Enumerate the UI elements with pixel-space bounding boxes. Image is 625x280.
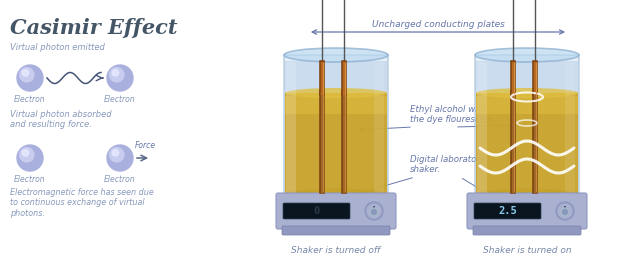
Text: 0: 0 <box>313 206 319 216</box>
Text: Electromagnetic force has seen due
to continuous exchange of virtual
photons.: Electromagnetic force has seen due to co… <box>10 188 154 218</box>
Ellipse shape <box>284 189 388 201</box>
Circle shape <box>22 69 29 76</box>
Bar <box>476 61 578 93</box>
Circle shape <box>107 65 133 91</box>
Text: Shaker is turned off: Shaker is turned off <box>291 246 381 255</box>
Text: Electron: Electron <box>14 95 46 104</box>
FancyBboxPatch shape <box>276 193 396 229</box>
Bar <box>285 93 387 194</box>
Ellipse shape <box>476 88 578 98</box>
Bar <box>374 62 384 194</box>
Ellipse shape <box>284 48 388 62</box>
Text: 2.5: 2.5 <box>498 206 517 216</box>
Circle shape <box>19 148 34 162</box>
Circle shape <box>112 69 119 76</box>
Circle shape <box>22 150 29 156</box>
Circle shape <box>556 202 574 220</box>
Bar <box>476 96 578 114</box>
Circle shape <box>109 67 124 82</box>
Text: Virtual photon emitted: Virtual photon emitted <box>10 43 105 52</box>
Ellipse shape <box>475 189 579 201</box>
Circle shape <box>367 204 381 218</box>
Circle shape <box>19 67 34 82</box>
Text: Force: Force <box>135 141 156 150</box>
Circle shape <box>112 150 119 156</box>
Circle shape <box>17 65 43 91</box>
Circle shape <box>370 208 378 216</box>
Ellipse shape <box>475 48 579 62</box>
Bar <box>565 62 575 194</box>
FancyBboxPatch shape <box>473 226 581 235</box>
Text: Electron: Electron <box>104 95 136 104</box>
Text: Shaker is turned on: Shaker is turned on <box>482 246 571 255</box>
Circle shape <box>109 148 124 162</box>
FancyBboxPatch shape <box>283 203 350 219</box>
Bar <box>477 62 487 194</box>
Circle shape <box>371 209 376 214</box>
Text: Digital laboratory
shaker.: Digital laboratory shaker. <box>410 155 485 174</box>
Circle shape <box>561 208 569 216</box>
FancyBboxPatch shape <box>474 203 541 219</box>
Text: Virtual photon absorbed
and resulting force.: Virtual photon absorbed and resulting fo… <box>10 110 112 129</box>
Bar <box>475 55 579 195</box>
Bar <box>286 62 296 194</box>
Circle shape <box>365 202 383 220</box>
Text: Ethyl alcohol with
the dye flourescein: Ethyl alcohol with the dye flourescein <box>410 105 492 124</box>
Text: Electron: Electron <box>104 175 136 184</box>
FancyBboxPatch shape <box>467 193 587 229</box>
Circle shape <box>558 204 572 218</box>
Bar <box>285 61 387 93</box>
Ellipse shape <box>285 88 387 98</box>
Text: Uncharged conducting plates: Uncharged conducting plates <box>372 20 504 29</box>
Bar <box>285 96 387 114</box>
FancyBboxPatch shape <box>282 226 390 235</box>
Bar <box>476 93 578 194</box>
Circle shape <box>17 145 43 171</box>
Text: Electron: Electron <box>14 175 46 184</box>
Bar <box>284 55 388 195</box>
Text: Casimir Effect: Casimir Effect <box>10 18 177 38</box>
Circle shape <box>562 209 568 214</box>
Circle shape <box>107 145 133 171</box>
